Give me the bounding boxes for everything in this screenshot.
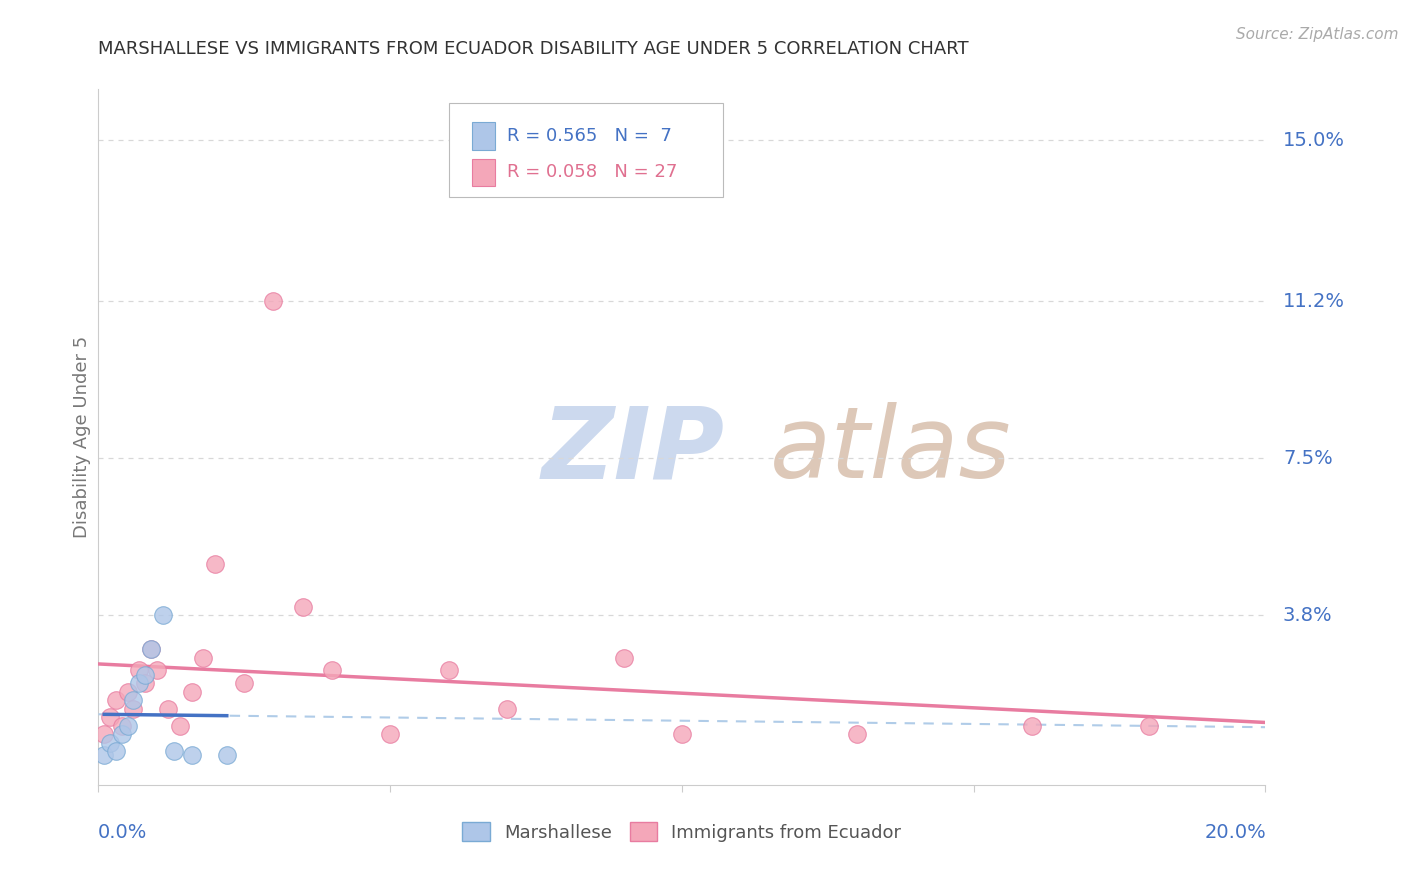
Point [291, 599, 314, 614]
Text: MARSHALLESE VS IMMIGRANTS FROM ECUADOR DISABILITY AGE UNDER 5 CORRELATION CHART: MARSHALLESE VS IMMIGRANTS FROM ECUADOR D… [98, 40, 969, 58]
Text: 0.0%: 0.0% [97, 823, 146, 842]
Point [612, 650, 634, 665]
Point [671, 727, 693, 741]
Point [321, 664, 343, 678]
FancyBboxPatch shape [472, 122, 495, 150]
Point [122, 701, 145, 715]
Legend: Marshallese, Immigrants from Ecuador: Marshallese, Immigrants from Ecuador [456, 815, 908, 849]
Point [139, 642, 162, 657]
Point [104, 693, 127, 707]
Point [846, 727, 869, 741]
Point [128, 676, 150, 690]
Point [180, 748, 202, 763]
Text: R = 0.565   N =  7: R = 0.565 N = 7 [508, 127, 672, 145]
Text: 11.2%: 11.2% [1282, 292, 1346, 310]
FancyBboxPatch shape [472, 159, 495, 186]
FancyBboxPatch shape [449, 103, 723, 197]
Point [139, 642, 162, 657]
Point [134, 676, 156, 690]
Point [117, 718, 139, 732]
Point [262, 294, 284, 309]
Point [93, 748, 115, 763]
Point [193, 650, 215, 665]
Point [93, 727, 115, 741]
Text: 20.0%: 20.0% [1205, 823, 1267, 842]
Point [117, 684, 139, 698]
Text: 3.8%: 3.8% [1282, 606, 1333, 624]
Text: ZIP: ZIP [541, 402, 725, 500]
Point [180, 684, 202, 698]
Point [111, 727, 134, 741]
Point [128, 664, 150, 678]
Point [380, 727, 402, 741]
Point [163, 744, 186, 758]
Point [111, 718, 134, 732]
Point [437, 664, 460, 678]
Point [98, 735, 121, 749]
Point [204, 558, 226, 572]
Point [104, 744, 127, 758]
Point [157, 701, 180, 715]
Text: atlas: atlas [769, 402, 1011, 500]
Point [152, 608, 174, 623]
Point [122, 693, 145, 707]
Point [233, 676, 256, 690]
Text: 15.0%: 15.0% [1282, 130, 1346, 150]
Point [1137, 718, 1160, 732]
Point [1021, 718, 1043, 732]
Text: R = 0.058   N = 27: R = 0.058 N = 27 [508, 163, 678, 181]
Point [215, 748, 238, 763]
Point [496, 701, 519, 715]
Point [134, 667, 156, 681]
Point [146, 664, 169, 678]
Text: 7.5%: 7.5% [1282, 449, 1333, 467]
Point [169, 718, 191, 732]
Text: Source: ZipAtlas.com: Source: ZipAtlas.com [1236, 27, 1399, 42]
Y-axis label: Disability Age Under 5: Disability Age Under 5 [73, 336, 91, 538]
Point [98, 710, 121, 724]
